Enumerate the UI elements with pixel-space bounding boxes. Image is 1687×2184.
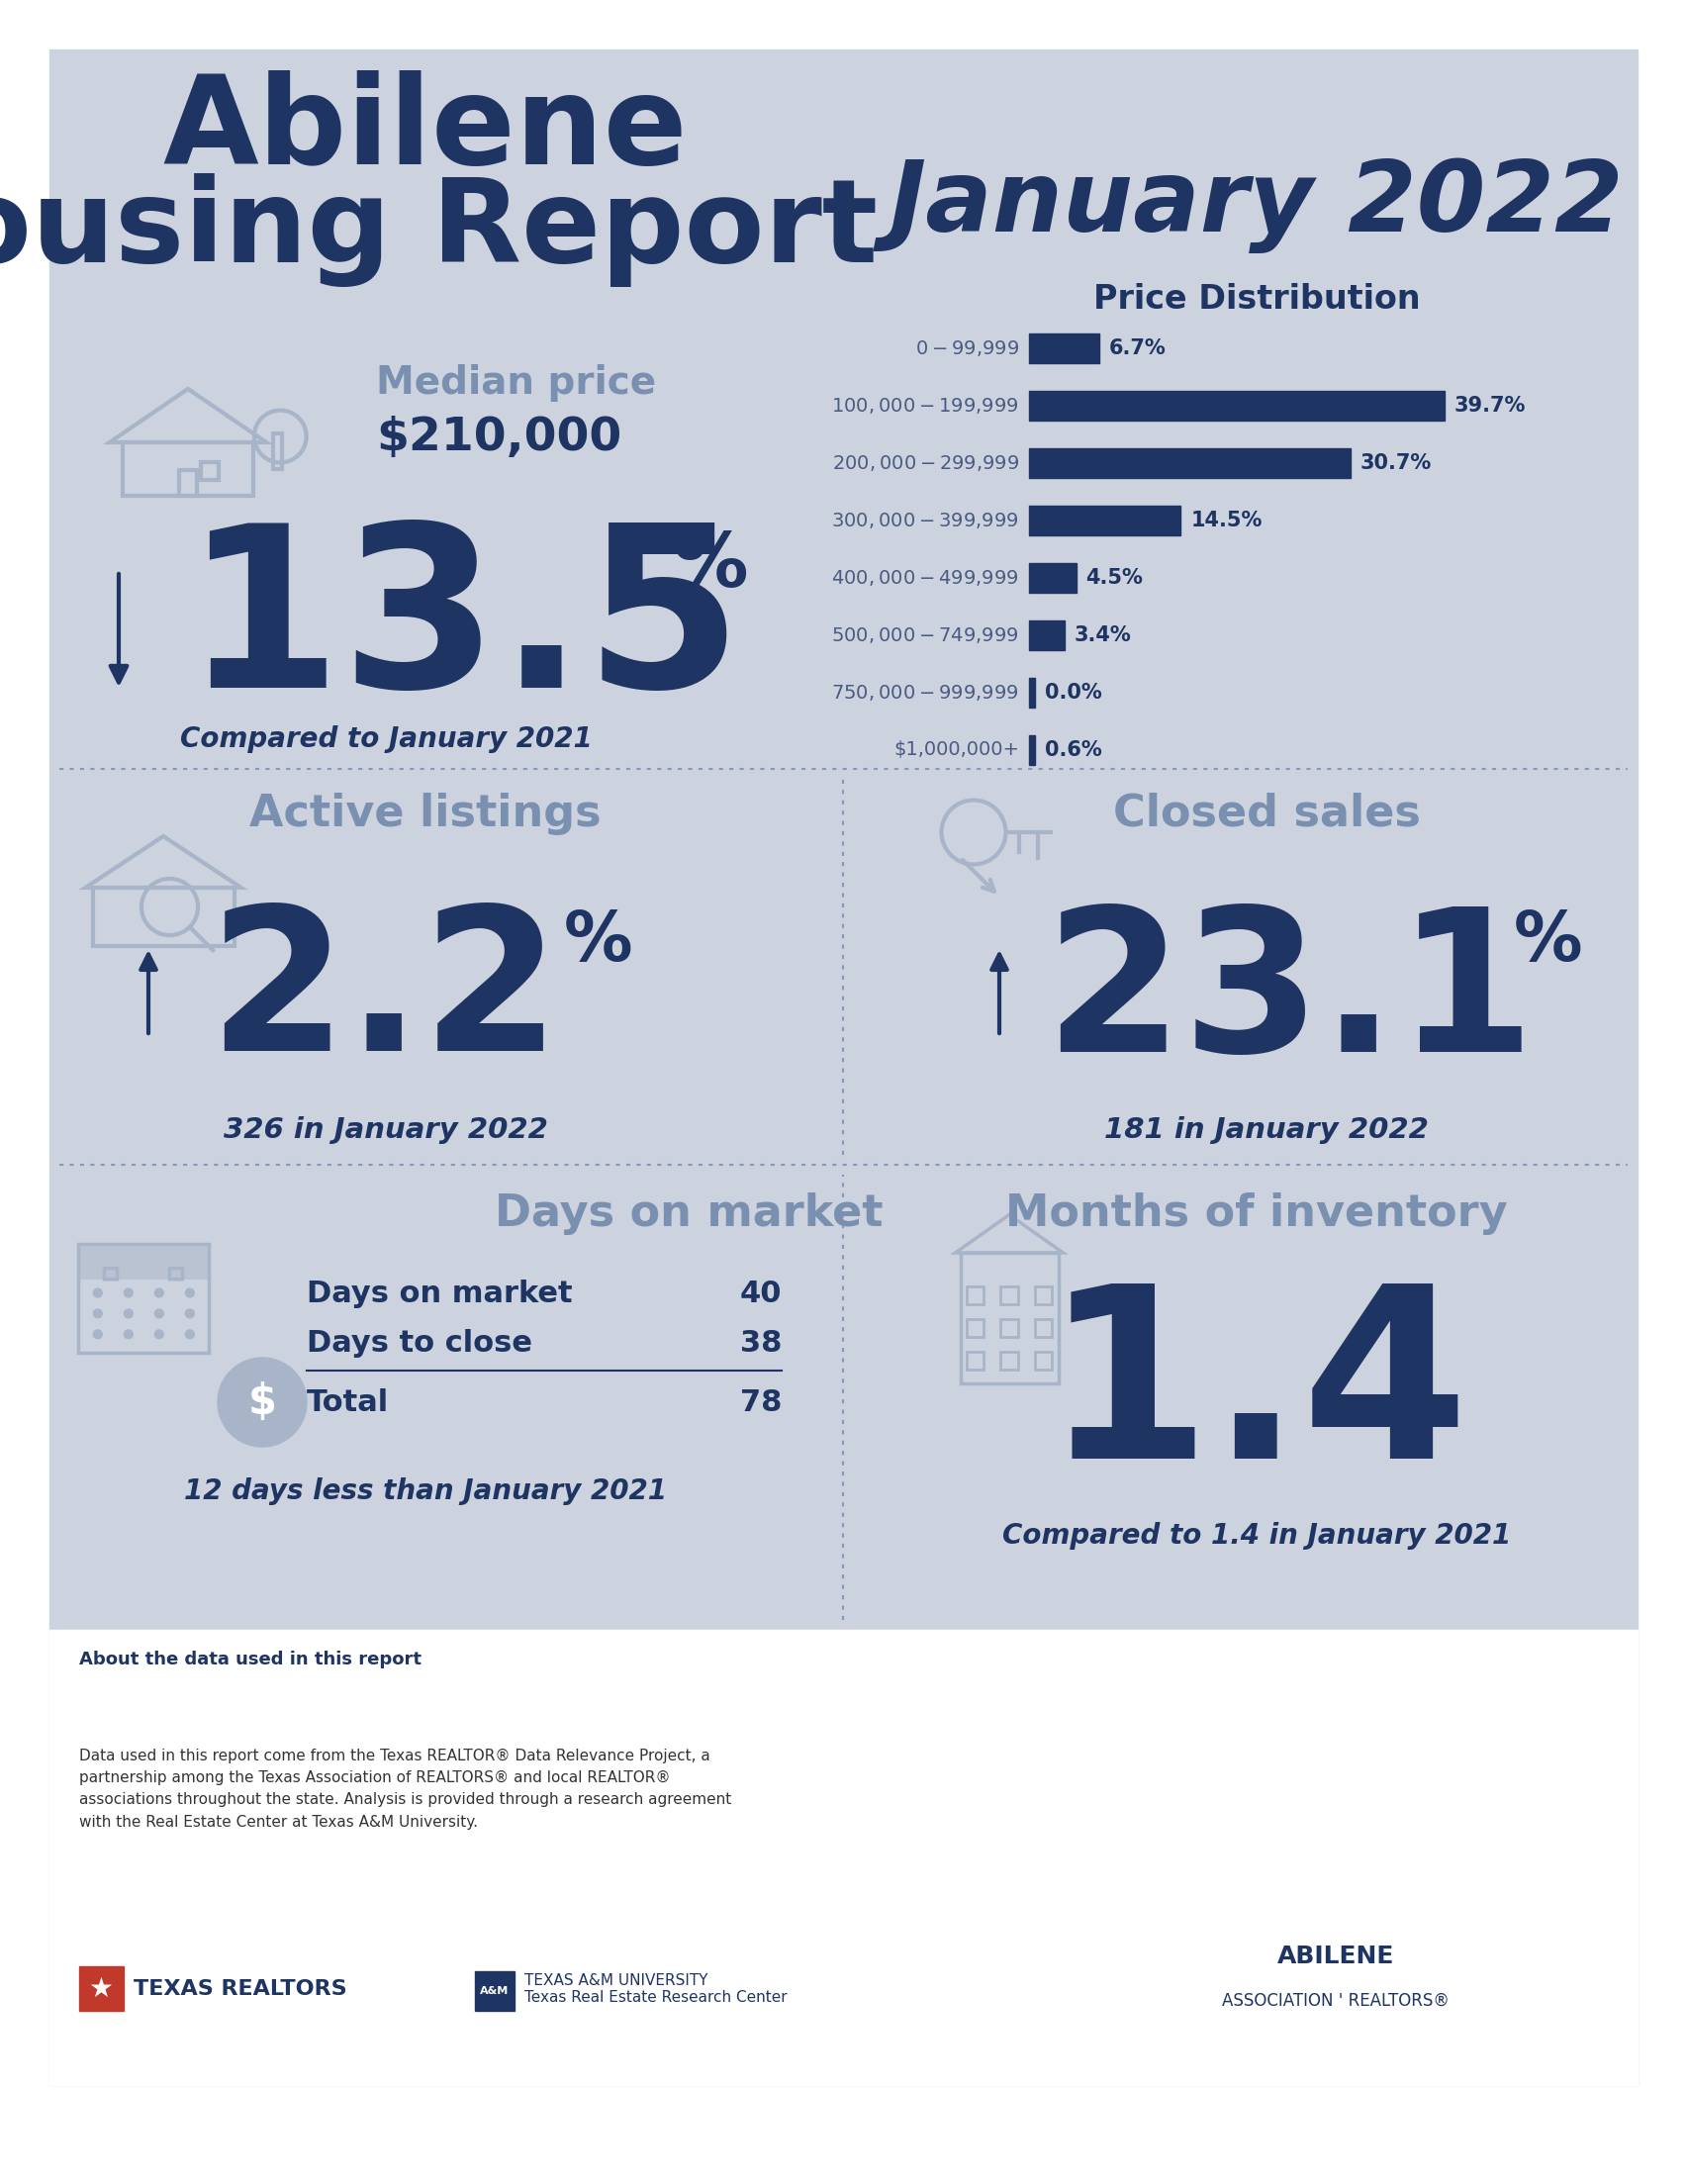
- Text: TEXAS REALTORS: TEXAS REALTORS: [133, 1979, 348, 1998]
- FancyBboxPatch shape: [79, 1966, 123, 2011]
- Text: A&M: A&M: [481, 1985, 509, 1996]
- Text: About the data used in this report: About the data used in this report: [79, 1651, 422, 1669]
- Text: Compared to 1.4 in January 2021: Compared to 1.4 in January 2021: [1002, 1522, 1512, 1551]
- Text: $200,000 - $299,999: $200,000 - $299,999: [832, 454, 1019, 474]
- Circle shape: [155, 1289, 164, 1297]
- Circle shape: [155, 1330, 164, 1339]
- Text: Median price: Median price: [376, 365, 656, 402]
- FancyBboxPatch shape: [1029, 334, 1100, 363]
- Text: Closed sales: Closed sales: [1113, 793, 1420, 834]
- Text: Price Distribution: Price Distribution: [1093, 282, 1420, 314]
- Text: January 2022: January 2022: [889, 157, 1625, 253]
- Text: Days to close: Days to close: [307, 1328, 533, 1356]
- Circle shape: [125, 1289, 133, 1297]
- Text: 23.1: 23.1: [1044, 900, 1535, 1092]
- Text: 38: 38: [739, 1328, 781, 1356]
- Text: 326 in January 2022: 326 in January 2022: [224, 1116, 548, 1144]
- Text: ABILENE: ABILENE: [1277, 1944, 1395, 1968]
- Text: Compared to January 2021: Compared to January 2021: [181, 725, 592, 753]
- Text: 14.5%: 14.5%: [1191, 511, 1262, 531]
- Text: 0.6%: 0.6%: [1046, 740, 1102, 760]
- Text: $210,000: $210,000: [376, 415, 621, 459]
- Text: 40: 40: [739, 1280, 781, 1308]
- FancyBboxPatch shape: [1029, 391, 1444, 422]
- Text: 0.0%: 0.0%: [1044, 684, 1102, 703]
- Text: 13.5: 13.5: [184, 515, 742, 736]
- FancyBboxPatch shape: [1029, 563, 1076, 592]
- Text: Active listings: Active listings: [250, 793, 601, 834]
- Text: 3.4%: 3.4%: [1075, 625, 1132, 644]
- Text: Total: Total: [307, 1387, 390, 1417]
- Text: 12 days less than January 2021: 12 days less than January 2021: [184, 1476, 666, 1505]
- Text: $750,000 - $999,999: $750,000 - $999,999: [832, 684, 1019, 703]
- Text: 1.4: 1.4: [1044, 1275, 1469, 1509]
- FancyBboxPatch shape: [49, 1629, 1638, 2086]
- FancyBboxPatch shape: [1029, 736, 1036, 764]
- Text: 4.5%: 4.5%: [1086, 568, 1144, 587]
- Text: $500,000 - $749,999: $500,000 - $749,999: [832, 625, 1019, 644]
- Circle shape: [218, 1358, 307, 1446]
- Text: ★: ★: [89, 1974, 113, 2003]
- Text: %: %: [1513, 909, 1582, 976]
- Text: Days on market: Days on market: [494, 1192, 882, 1236]
- Text: %: %: [673, 529, 749, 603]
- FancyBboxPatch shape: [78, 1245, 209, 1280]
- FancyBboxPatch shape: [1029, 677, 1034, 708]
- Text: Data used in this report come from the Texas REALTOR® Data Relevance Project, a
: Data used in this report come from the T…: [79, 1749, 732, 1830]
- Text: $1,000,000+: $1,000,000+: [894, 740, 1019, 760]
- Text: 6.7%: 6.7%: [1108, 339, 1166, 358]
- Text: 181 in January 2022: 181 in January 2022: [1105, 1116, 1429, 1144]
- Circle shape: [155, 1308, 164, 1317]
- Circle shape: [186, 1330, 194, 1339]
- FancyBboxPatch shape: [476, 1972, 515, 2011]
- Text: $400,000 - $499,999: $400,000 - $499,999: [832, 568, 1019, 587]
- Circle shape: [93, 1330, 103, 1339]
- Text: 30.7%: 30.7%: [1360, 454, 1432, 474]
- Text: Abilene: Abilene: [164, 70, 688, 190]
- Circle shape: [93, 1289, 103, 1297]
- Circle shape: [125, 1330, 133, 1339]
- Text: %: %: [563, 909, 633, 976]
- Text: TEXAS A&M UNIVERSITY
Texas Real Estate Research Center: TEXAS A&M UNIVERSITY Texas Real Estate R…: [525, 1972, 788, 2005]
- Circle shape: [93, 1308, 103, 1317]
- FancyBboxPatch shape: [1029, 620, 1064, 651]
- Text: Months of inventory: Months of inventory: [1005, 1192, 1508, 1236]
- Text: 2.2: 2.2: [208, 900, 560, 1092]
- Circle shape: [186, 1308, 194, 1317]
- Text: 39.7%: 39.7%: [1454, 395, 1527, 415]
- Text: ASSOCIATION ' REALTORS®: ASSOCIATION ' REALTORS®: [1221, 1992, 1449, 2009]
- Text: Housing Report: Housing Report: [0, 173, 879, 286]
- Text: $100,000 - $199,999: $100,000 - $199,999: [832, 395, 1019, 415]
- FancyBboxPatch shape: [1029, 448, 1350, 478]
- FancyBboxPatch shape: [1029, 507, 1181, 535]
- Text: Days on market: Days on market: [307, 1280, 572, 1308]
- Text: $300,000 - $399,999: $300,000 - $399,999: [832, 511, 1019, 531]
- Text: $: $: [248, 1382, 277, 1424]
- Text: $0 - $99,999: $0 - $99,999: [914, 339, 1019, 358]
- Circle shape: [186, 1289, 194, 1297]
- FancyBboxPatch shape: [49, 50, 1638, 2086]
- Circle shape: [125, 1308, 133, 1317]
- Text: 78: 78: [739, 1387, 781, 1417]
